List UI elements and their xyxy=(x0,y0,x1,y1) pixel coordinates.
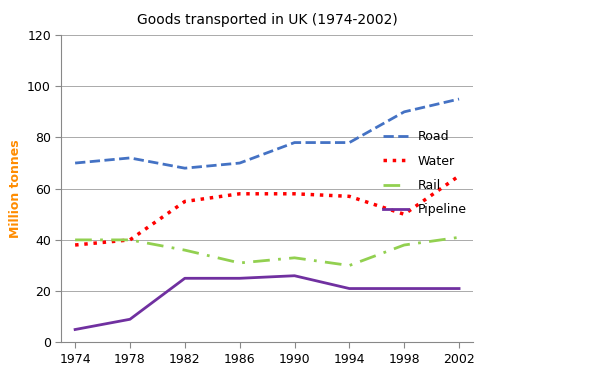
Road xyxy=(126,156,134,160)
Pipeline xyxy=(71,327,79,332)
Water xyxy=(346,194,353,199)
Rail xyxy=(71,238,79,242)
Water xyxy=(400,212,408,217)
Pipeline xyxy=(236,276,243,280)
Title: Goods transported in UK (1974-2002): Goods transported in UK (1974-2002) xyxy=(137,13,397,27)
Road xyxy=(71,161,79,165)
Y-axis label: Million tonnes: Million tonnes xyxy=(9,139,21,238)
Rail xyxy=(291,256,298,260)
Line: Water: Water xyxy=(75,176,459,245)
Line: Road: Road xyxy=(75,99,459,168)
Water xyxy=(181,199,188,204)
Rail xyxy=(181,248,188,252)
Road xyxy=(181,166,188,170)
Road xyxy=(456,97,463,102)
Water xyxy=(291,191,298,196)
Rail xyxy=(456,235,463,240)
Pipeline xyxy=(456,286,463,291)
Water xyxy=(126,238,134,242)
Road xyxy=(346,140,353,145)
Road xyxy=(400,110,408,114)
Rail xyxy=(346,263,353,268)
Rail xyxy=(236,261,243,265)
Line: Rail: Rail xyxy=(75,237,459,266)
Rail xyxy=(400,243,408,247)
Rail xyxy=(126,238,134,242)
Pipeline xyxy=(181,276,188,280)
Line: Pipeline: Pipeline xyxy=(75,276,459,329)
Water xyxy=(71,243,79,247)
Water xyxy=(236,191,243,196)
Road xyxy=(236,161,243,165)
Water xyxy=(456,173,463,178)
Pipeline xyxy=(291,273,298,278)
Legend: Road, Water, Rail, Pipeline: Road, Water, Rail, Pipeline xyxy=(383,130,467,216)
Pipeline xyxy=(346,286,353,291)
Pipeline xyxy=(126,317,134,322)
Pipeline xyxy=(400,286,408,291)
Road xyxy=(291,140,298,145)
